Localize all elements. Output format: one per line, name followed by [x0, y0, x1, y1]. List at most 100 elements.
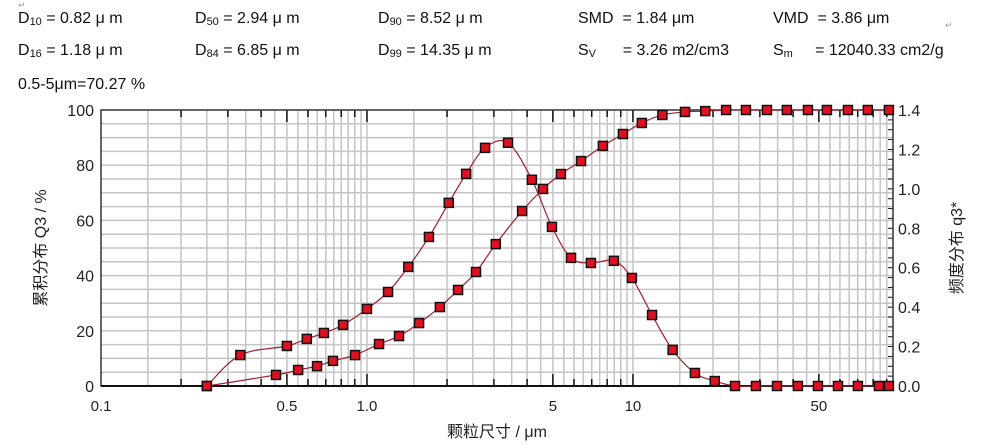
frequency-point [709, 375, 720, 387]
cumulative-point [720, 104, 732, 116]
frequency-point [729, 380, 741, 392]
stat-d90: D90 = 8.52 μ m [378, 10, 483, 28]
cumulative-point [700, 105, 711, 117]
stat-vmd: VMD = 3.86 μm [773, 10, 890, 27]
paragraph-mark: ↵ [18, 0, 26, 10]
stat-d10: D10 = 0.82 μ m [18, 10, 123, 28]
y2-tick-label: 0.2 [898, 340, 920, 357]
y2-tick-label: 0.4 [898, 300, 920, 317]
cumulative-point [434, 301, 446, 313]
frequency-point [667, 344, 678, 356]
y-tick-label: 60 [76, 213, 94, 230]
cumulative-point [292, 364, 304, 376]
cumulative-point [270, 369, 282, 381]
x-tick-label: 0.5 [276, 398, 297, 415]
frequency-point [382, 286, 394, 298]
y2-tick-label: 1.2 [898, 142, 920, 159]
x-axis-label: 颗粒尺寸 / μm [447, 423, 547, 441]
cumulative-point [617, 128, 629, 140]
paragraph-mark: ↵ [945, 20, 953, 30]
frequency-point [281, 340, 293, 352]
frequency-point [423, 231, 435, 243]
y2-tick-label: 0.0 [898, 379, 920, 396]
cumulative-point [327, 355, 339, 367]
stat-d50: D50 = 2.94 μ m [195, 10, 300, 28]
frequency-point [546, 221, 558, 233]
cumulative-point [490, 238, 502, 250]
frequency-point [318, 327, 330, 339]
frequency-point [443, 197, 455, 209]
cumulative-point [740, 104, 752, 116]
stat-smd: SMD = 1.84 μm [578, 10, 695, 27]
cumulative-point [842, 104, 854, 116]
frequency-point [852, 380, 864, 392]
frequency-point [565, 252, 577, 264]
frequency-point [361, 303, 373, 315]
cumulative-point [470, 266, 482, 278]
range-percentage: 0.5-5μm=70.27 % [18, 76, 146, 93]
cumulative-point [537, 183, 549, 195]
y-tick-label: 20 [76, 324, 94, 341]
x-tick-label: 1.0 [357, 398, 378, 415]
cumulative-point [821, 104, 833, 116]
frequency-point [646, 309, 658, 321]
stat-d84: D84 = 6.85 μ m [195, 42, 300, 60]
y-tick-label: 80 [76, 158, 94, 175]
y-tick-label: 100 [67, 103, 94, 120]
cumulative-point [373, 338, 385, 350]
frequency-point [626, 272, 638, 284]
frequency-point [337, 319, 349, 331]
cumulative-point [452, 284, 464, 296]
y2-tick-label: 1.4 [898, 103, 920, 120]
frequency-point [479, 142, 491, 154]
cumulative-point [657, 109, 668, 121]
cumulative-point [883, 104, 895, 116]
x-tick-label: 5 [549, 398, 557, 415]
cumulative-point [349, 349, 361, 361]
frequency-point [301, 333, 313, 345]
x-tick-label: 0.1 [91, 398, 112, 415]
cumulative-point [761, 104, 773, 116]
frequency-point [812, 380, 824, 392]
y-tick-label: 40 [76, 269, 94, 286]
cumulative-point [555, 168, 567, 180]
stat-d99: D99 = 14.35 μ m [378, 42, 492, 60]
frequency-point [792, 380, 804, 392]
frequency-point [460, 168, 472, 180]
cumulative-point [679, 106, 691, 118]
stat-sv: SV = 3.26 m2/cm3 [578, 42, 729, 60]
y-tick-label: 0 [85, 379, 94, 396]
frequency-point [608, 255, 620, 267]
frequency-point [502, 137, 514, 148]
frequency-point [750, 380, 762, 392]
frequency-point [201, 380, 213, 392]
frequency-point [873, 380, 885, 392]
y-axis-label: 累积分布 Q3 / % [32, 189, 50, 306]
stat-sm: Sm = 12040.33 cm2/g [773, 42, 944, 60]
cumulative-point [413, 317, 425, 329]
frequency-point [526, 174, 538, 186]
cumulative-point [597, 140, 609, 152]
frequency-point [771, 380, 783, 392]
grid [101, 110, 893, 386]
y2-axis-label: 频度分布 q3* [948, 202, 966, 294]
frequency-point [235, 349, 246, 361]
cumulative-point [636, 117, 648, 129]
cumulative-point [781, 104, 793, 116]
x-tick-label: 50 [811, 398, 828, 415]
cumulative-point [516, 205, 528, 217]
cumulative-point [575, 155, 587, 167]
y2-tick-label: 0.6 [898, 261, 920, 278]
frequency-point [883, 380, 895, 392]
frequency-curve [206, 139, 889, 387]
cumulative-point [802, 104, 814, 116]
y2-tick-label: 0.8 [898, 221, 920, 238]
frequency-point [689, 367, 701, 379]
frequency-point [585, 257, 597, 269]
x-tick-label: 10 [625, 398, 642, 415]
cumulative-point [862, 104, 874, 116]
y2-tick-label: 1.0 [898, 182, 920, 199]
stat-d16: D16 = 1.18 μ m [18, 42, 123, 60]
cumulative-point [311, 360, 323, 372]
